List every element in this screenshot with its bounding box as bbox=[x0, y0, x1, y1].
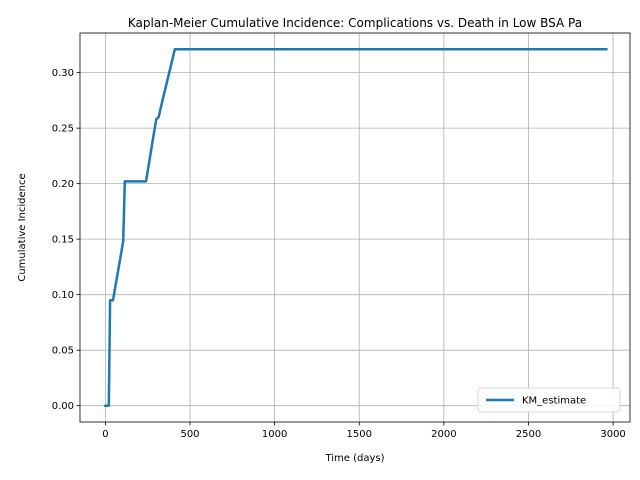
chart-title: Kaplan-Meier Cumulative Incidence: Compl… bbox=[128, 16, 582, 30]
series-layer bbox=[104, 48, 608, 407]
y-axis-title: Cumulative Incidence bbox=[17, 173, 28, 281]
y-tick-label: 0.10 bbox=[52, 290, 74, 301]
legend-box bbox=[477, 387, 621, 413]
y-tick-label: 0.15 bbox=[52, 235, 74, 246]
y-tick-label: 0.00 bbox=[52, 401, 74, 412]
legend-label: KM_estimate bbox=[522, 396, 586, 407]
legend: KM_estimate bbox=[477, 387, 621, 413]
y-tick-label: 0.25 bbox=[52, 124, 74, 135]
x-tick-label: 3000 bbox=[600, 429, 625, 440]
grid-layer bbox=[80, 33, 630, 422]
y-tick-label: 0.05 bbox=[52, 346, 74, 357]
x-tick-label: 2000 bbox=[431, 429, 456, 440]
x-tick-label: 1000 bbox=[262, 429, 287, 440]
x-tick-label: 500 bbox=[180, 429, 199, 440]
x-tick-label: 2500 bbox=[516, 429, 541, 440]
x-axis-title: Time (days) bbox=[324, 453, 384, 464]
x-tick-label: 1500 bbox=[347, 429, 372, 440]
series-line-km-estimate bbox=[104, 48, 608, 407]
y-tick-label: 0.20 bbox=[52, 179, 74, 190]
x-tick-label: 0 bbox=[102, 429, 108, 440]
y-tick-label: 0.30 bbox=[52, 68, 74, 79]
tick-layer: 0 500 1000 1500 2000 2500 3000 0.00 0.05 0.10 0.15… bbox=[52, 68, 626, 440]
plot-frame bbox=[79, 32, 631, 423]
